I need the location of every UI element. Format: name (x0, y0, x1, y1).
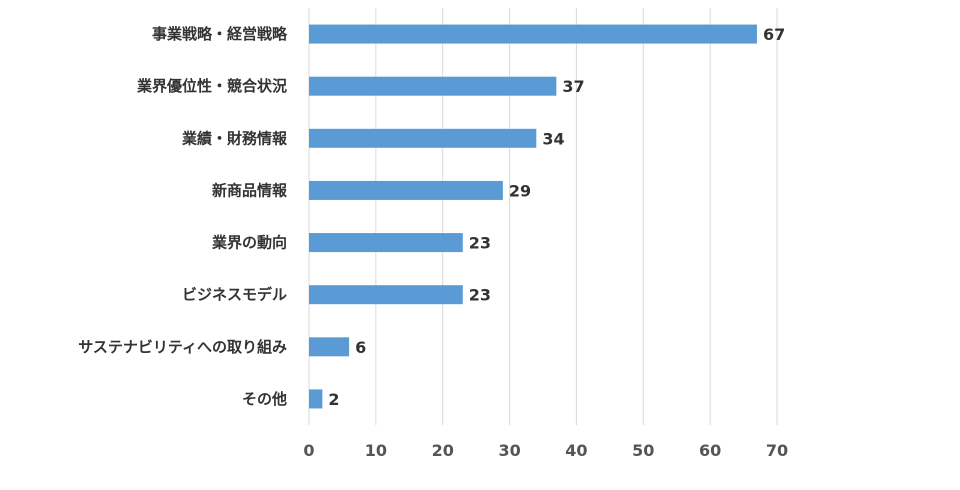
labels-layer: 事業戦略・経営戦略 67 業界優位性・競合状況 37 業績・財務情報 34 新商品情報 29 業… (78, 25, 785, 409)
data-label-2: 34 (542, 129, 564, 148)
bar-1 (309, 76, 557, 96)
category-label-0: 事業戦略・経営戦略 (152, 25, 288, 43)
x-tick-label-40: 40 (565, 441, 587, 460)
bar-3 (309, 180, 503, 200)
grid-layer (308, 8, 778, 425)
x-tick-label-70: 70 (766, 441, 788, 460)
x-tick-label-10: 10 (365, 441, 387, 460)
data-label-0: 67 (763, 25, 785, 44)
data-label-4: 23 (469, 234, 491, 253)
data-label-3: 29 (509, 181, 531, 200)
bar-4 (309, 233, 463, 253)
x-tick-label-0: 0 (303, 441, 314, 460)
x-tick-label-30: 30 (498, 441, 520, 460)
bar-7 (309, 389, 323, 409)
bar-0 (309, 24, 757, 44)
category-label-3: 新商品情報 (212, 181, 288, 199)
ticks-layer: 0 10 20 30 40 50 60 70 (303, 441, 788, 460)
data-label-5: 23 (469, 286, 491, 305)
category-label-6: サステナビリティへの取り組み (78, 338, 287, 356)
x-tick-label-20: 20 (432, 441, 454, 460)
bar-2 (309, 128, 537, 148)
category-label-4: 業界の動向 (211, 234, 287, 252)
data-label-1: 37 (562, 77, 584, 96)
bars-layer (309, 24, 757, 409)
category-label-5: ビジネスモデル (182, 286, 287, 304)
x-tick-label-60: 60 (699, 441, 721, 460)
category-label-1: 業界優位性・競合状況 (136, 77, 287, 95)
data-label-7: 2 (328, 390, 339, 409)
category-label-7: その他 (242, 390, 287, 408)
data-label-6: 6 (355, 338, 366, 357)
x-tick-label-50: 50 (632, 441, 654, 460)
category-label-2: 業績・財務情報 (181, 129, 288, 147)
bar-6 (309, 337, 350, 357)
bar-5 (309, 285, 463, 305)
